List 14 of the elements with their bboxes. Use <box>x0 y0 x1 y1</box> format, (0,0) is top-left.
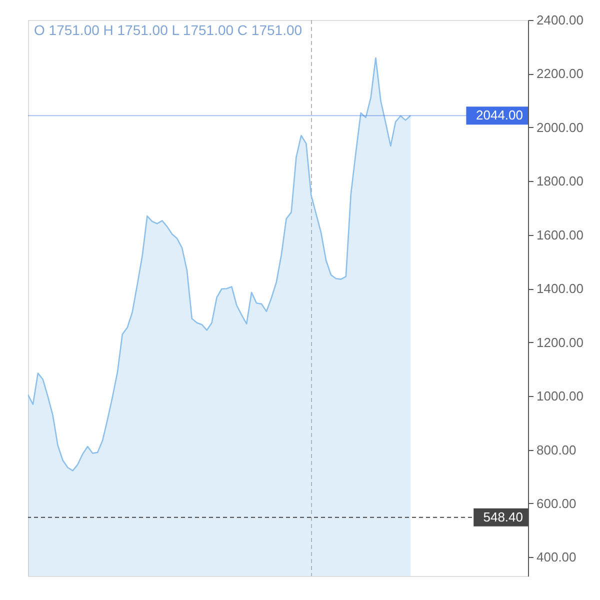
y-tick-label: 2400.00 <box>536 12 584 28</box>
ref-line-label: 2044.00 <box>476 108 523 123</box>
y-tick-label: 1000.00 <box>536 388 584 404</box>
y-tick-label: 2200.00 <box>536 66 584 82</box>
y-tick-label: 600.00 <box>536 496 576 511</box>
y-tick-label: 1200.00 <box>536 334 584 350</box>
y-tick-label: 1600.00 <box>536 227 584 242</box>
y-tick-label: 800.00 <box>536 442 576 458</box>
y-tick-label: 1400.00 <box>536 281 584 296</box>
annotation: O 1751.00 H 1751.00 L 1751.00 C 1751.00 <box>34 22 302 38</box>
y-tick-label: 400.00 <box>536 550 576 565</box>
y-tick-label: 1800.00 <box>536 174 584 189</box>
ref-line-label: 548.40 <box>483 509 523 524</box>
y-tick-label: 2000.00 <box>536 120 584 135</box>
